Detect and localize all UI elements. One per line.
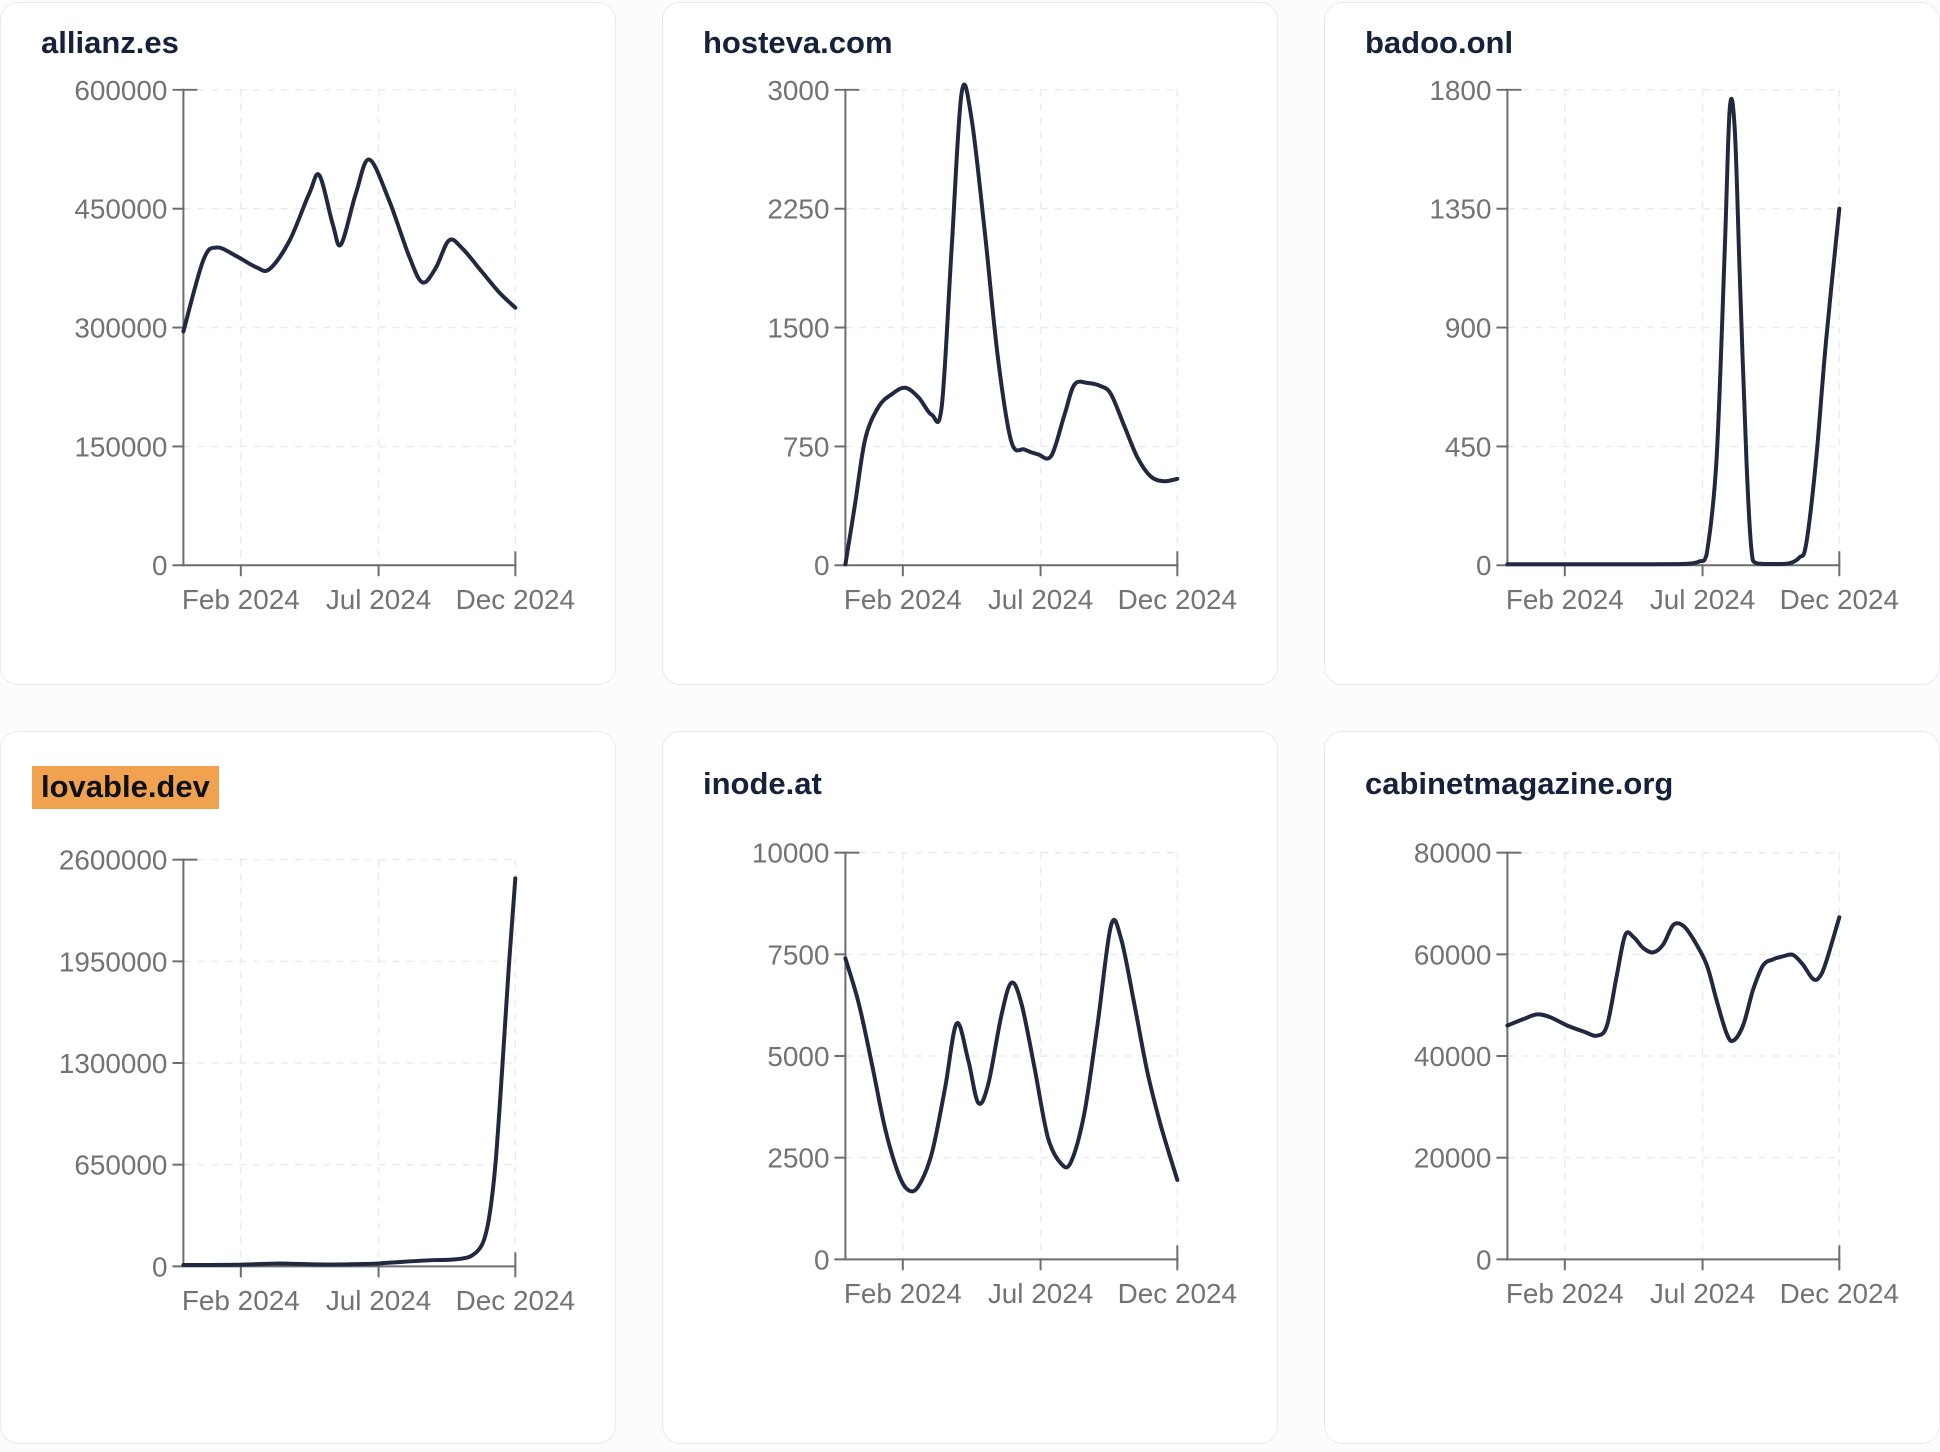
svg-text:1300000: 1300000 xyxy=(59,1048,168,1079)
svg-text:5000: 5000 xyxy=(767,1041,829,1072)
svg-text:450: 450 xyxy=(1445,431,1492,462)
svg-text:0: 0 xyxy=(152,1251,168,1282)
svg-text:650000: 650000 xyxy=(74,1149,167,1180)
svg-text:0: 0 xyxy=(1476,1244,1492,1275)
svg-text:Jul 2024: Jul 2024 xyxy=(988,1278,1093,1309)
svg-text:Jul 2024: Jul 2024 xyxy=(1650,1278,1755,1309)
chart-title: hosteva.com xyxy=(703,25,893,60)
svg-text:1350: 1350 xyxy=(1429,193,1491,224)
svg-text:Dec 2024: Dec 2024 xyxy=(1118,1278,1237,1309)
line-chart: 0 150000 300000 450000 600000 Feb 2024 Jul 202… xyxy=(74,74,575,615)
svg-text:10000: 10000 xyxy=(752,837,830,868)
svg-text:0: 0 xyxy=(1476,550,1492,581)
chart-card-allianz-es[interactable]: allianz.es 0 150000 300000 450000 600000 Feb … xyxy=(0,2,616,685)
svg-text:Jul 2024: Jul 2024 xyxy=(326,1285,431,1316)
svg-text:Feb 2024: Feb 2024 xyxy=(182,1285,300,1316)
svg-text:3000: 3000 xyxy=(767,74,829,105)
svg-text:750: 750 xyxy=(783,431,830,462)
svg-text:600000: 600000 xyxy=(74,74,167,105)
svg-text:Dec 2024: Dec 2024 xyxy=(1780,1278,1899,1309)
chart-card-hosteva-com[interactable]: hosteva.com 0 750 1500 2250 3000 Feb 2024 Jul … xyxy=(662,2,1278,685)
svg-text:0: 0 xyxy=(152,550,168,581)
line-chart: 0 2500 5000 7500 10000 Feb 2024 Jul 2024 Dec 20… xyxy=(752,837,1237,1309)
chart-card-cabinetmagazine-org[interactable]: cabinetmagazine.org 0 20000 40000 60000 8000… xyxy=(1324,731,1940,1444)
chart-title: badoo.onl xyxy=(1365,25,1514,60)
svg-text:0: 0 xyxy=(814,1244,830,1275)
svg-text:1950000: 1950000 xyxy=(59,946,168,977)
chart-card-inode-at[interactable]: inode.at 0 2500 5000 7500 10000 Feb 2024 Jul 2… xyxy=(662,731,1278,1444)
svg-text:Dec 2024: Dec 2024 xyxy=(1780,584,1899,615)
svg-text:Feb 2024: Feb 2024 xyxy=(844,1278,962,1309)
chart-title: inode.at xyxy=(703,766,822,801)
svg-text:450000: 450000 xyxy=(74,193,167,224)
line-chart: 0 750 1500 2250 3000 Feb 2024 Jul 2024 Dec 2024 xyxy=(767,74,1237,615)
svg-text:Dec 2024: Dec 2024 xyxy=(456,584,575,615)
svg-text:150000: 150000 xyxy=(74,431,167,462)
svg-text:Jul 2024: Jul 2024 xyxy=(1650,584,1755,615)
svg-text:80000: 80000 xyxy=(1414,837,1492,868)
chart-card-badoo-onl[interactable]: badoo.onl 0 450 900 1350 1800 Feb 2024 Jul 202… xyxy=(1324,2,1940,685)
svg-text:2500: 2500 xyxy=(767,1142,829,1173)
chart-title-highlighted: lovable.dev xyxy=(32,766,219,809)
svg-text:60000: 60000 xyxy=(1414,939,1492,970)
svg-text:Feb 2024: Feb 2024 xyxy=(182,584,300,615)
svg-text:2250: 2250 xyxy=(767,193,829,224)
svg-text:900: 900 xyxy=(1445,312,1492,343)
line-chart: 0 450 900 1350 1800 Feb 2024 Jul 2024 Dec 2024 xyxy=(1429,74,1899,615)
svg-text:Dec 2024: Dec 2024 xyxy=(456,1285,575,1316)
svg-text:Feb 2024: Feb 2024 xyxy=(1506,584,1624,615)
line-chart: 0 650000 1300000 1950000 2600000 Feb 2024 Jul … xyxy=(59,844,575,1316)
svg-text:2600000: 2600000 xyxy=(59,844,168,875)
svg-text:Feb 2024: Feb 2024 xyxy=(1506,1278,1624,1309)
svg-text:20000: 20000 xyxy=(1414,1142,1492,1173)
chart-title: allianz.es xyxy=(41,25,179,60)
svg-text:0: 0 xyxy=(814,550,830,581)
svg-text:Feb 2024: Feb 2024 xyxy=(844,584,962,615)
line-chart: 0 20000 40000 60000 80000 Feb 2024 Jul 2024 Dec… xyxy=(1414,837,1899,1309)
svg-text:Jul 2024: Jul 2024 xyxy=(326,584,431,615)
chart-card-lovable-dev[interactable]: lovable.dev 0 650000 1300000 1950000 2600000… xyxy=(0,731,616,1444)
svg-text:1800: 1800 xyxy=(1429,74,1491,105)
svg-text:7500: 7500 xyxy=(767,939,829,970)
svg-text:Jul 2024: Jul 2024 xyxy=(988,584,1093,615)
chart-title: cabinetmagazine.org xyxy=(1365,766,1674,801)
svg-text:40000: 40000 xyxy=(1414,1041,1492,1072)
svg-text:Dec 2024: Dec 2024 xyxy=(1118,584,1237,615)
svg-text:300000: 300000 xyxy=(74,312,167,343)
svg-text:1500: 1500 xyxy=(767,312,829,343)
